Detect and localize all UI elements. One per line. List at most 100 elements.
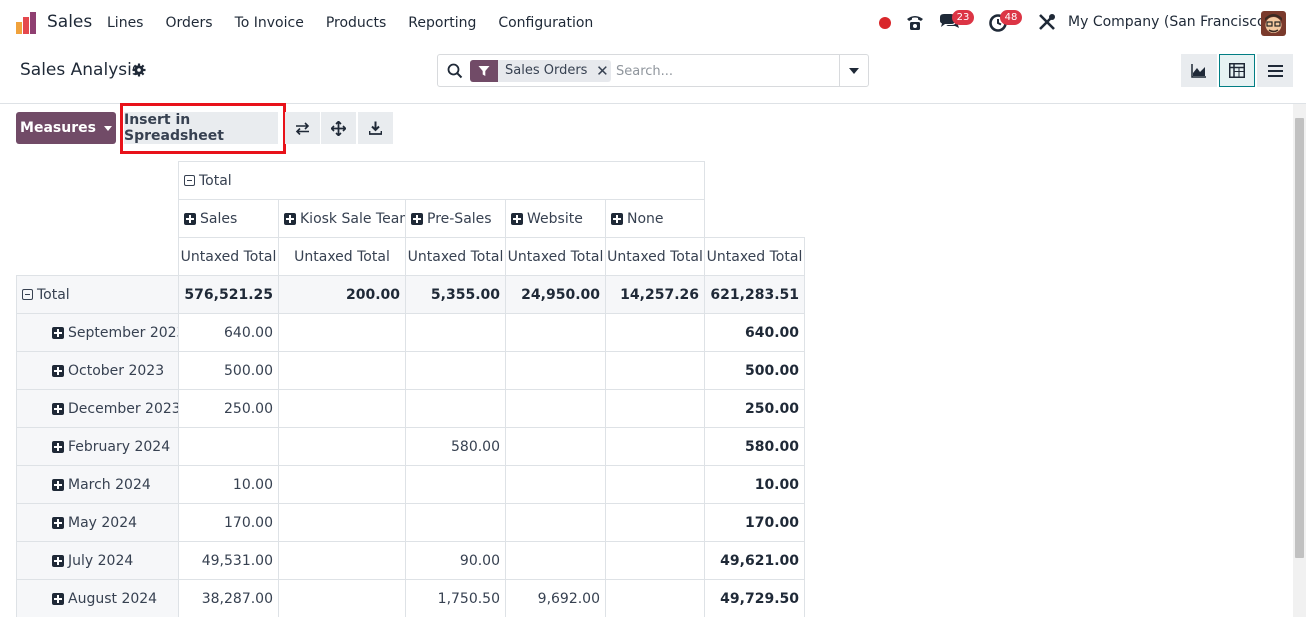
row-total-cell[interactable]: 170.00	[704, 503, 805, 542]
value-cell[interactable]	[505, 389, 606, 428]
row-total-cell[interactable]: 49,621.00	[704, 541, 805, 580]
list-view-button[interactable]	[1257, 54, 1293, 87]
value-cell[interactable]	[278, 427, 406, 466]
value-cell[interactable]	[505, 427, 606, 466]
value-cell[interactable]	[278, 465, 406, 504]
value-cell[interactable]	[278, 389, 406, 428]
value-cell[interactable]	[605, 503, 705, 542]
value-cell[interactable]: 49,531.00	[178, 541, 279, 580]
row-total-cell[interactable]: 10.00	[704, 465, 805, 504]
measures-button[interactable]: Measures	[16, 112, 116, 144]
col-header-sales[interactable]: Sales	[178, 199, 279, 238]
value-cell[interactable]	[605, 427, 705, 466]
debug-tools-icon[interactable]	[1036, 11, 1058, 33]
total-cell[interactable]: 200.00	[278, 275, 406, 314]
menu-reporting[interactable]: Reporting	[408, 15, 477, 31]
value-cell[interactable]	[278, 351, 406, 390]
search-input[interactable]	[616, 61, 836, 81]
row-header[interactable]: July 2024	[16, 541, 179, 580]
measure-header[interactable]: Untaxed Total	[704, 237, 805, 276]
value-cell[interactable]	[505, 465, 606, 504]
measure-header[interactable]: Untaxed Total	[178, 237, 279, 276]
messages-icon[interactable]	[938, 11, 960, 33]
row-header[interactable]: August 2024	[16, 579, 179, 617]
facet-remove-icon[interactable]: ✕	[596, 62, 609, 80]
value-cell[interactable]	[505, 541, 606, 580]
col-header-website[interactable]: Website	[505, 199, 606, 238]
row-header[interactable]: May 2024	[16, 503, 179, 542]
recording-indicator-icon[interactable]	[879, 17, 891, 29]
row-header[interactable]: February 2024	[16, 427, 179, 466]
value-cell[interactable]: 170.00	[178, 503, 279, 542]
col-header-total[interactable]: Total	[178, 161, 705, 200]
row-header-total[interactable]: Total	[16, 275, 179, 314]
row-header[interactable]: March 2024	[16, 465, 179, 504]
download-button[interactable]	[358, 112, 393, 144]
search-icon[interactable]	[447, 63, 463, 79]
col-header-pre-sales[interactable]: Pre-Sales	[405, 199, 506, 238]
vertical-scrollbar[interactable]	[1293, 104, 1306, 617]
value-cell[interactable]: 10.00	[178, 465, 279, 504]
value-cell[interactable]: 500.00	[178, 351, 279, 390]
row-header[interactable]: September 2023	[16, 313, 179, 352]
value-cell[interactable]	[605, 313, 705, 352]
value-cell[interactable]	[605, 351, 705, 390]
sales-app-icon[interactable]	[16, 12, 38, 34]
value-cell[interactable]	[278, 313, 406, 352]
menu-products[interactable]: Products	[325, 15, 387, 31]
expand-all-button[interactable]	[321, 112, 356, 144]
value-cell[interactable]: 1,750.50	[405, 579, 506, 617]
value-cell[interactable]	[605, 389, 705, 428]
scrollbar-thumb[interactable]	[1295, 118, 1304, 558]
insert-in-spreadsheet-button[interactable]: Insert in Spreadsheet	[124, 112, 278, 144]
total-cell[interactable]: 24,950.00	[505, 275, 606, 314]
value-cell[interactable]	[405, 351, 506, 390]
gear-icon[interactable]	[132, 63, 146, 77]
value-cell[interactable]: 9,692.00	[505, 579, 606, 617]
value-cell[interactable]	[278, 579, 406, 617]
value-cell[interactable]	[405, 503, 506, 542]
measure-header[interactable]: Untaxed Total	[278, 237, 406, 276]
measure-header[interactable]: Untaxed Total	[505, 237, 606, 276]
row-total-cell[interactable]: 500.00	[704, 351, 805, 390]
col-header-none[interactable]: None	[605, 199, 705, 238]
flip-axis-button[interactable]	[285, 112, 320, 144]
pivot-view-button[interactable]	[1219, 54, 1255, 87]
value-cell[interactable]: 640.00	[178, 313, 279, 352]
value-cell[interactable]	[405, 465, 506, 504]
col-header-kiosk-sale-team[interactable]: Kiosk Sale Team	[278, 199, 406, 238]
measure-header[interactable]: Untaxed Total	[405, 237, 506, 276]
value-cell[interactable]: 38,287.00	[178, 579, 279, 617]
app-name[interactable]: Sales	[47, 12, 93, 32]
value-cell[interactable]: 90.00	[405, 541, 506, 580]
total-cell[interactable]: 5,355.00	[405, 275, 506, 314]
value-cell[interactable]	[405, 313, 506, 352]
value-cell[interactable]	[505, 313, 606, 352]
value-cell[interactable]	[505, 351, 606, 390]
row-total-cell[interactable]: 250.00	[704, 389, 805, 428]
value-cell[interactable]: 250.00	[178, 389, 279, 428]
row-header[interactable]: December 2023	[16, 389, 179, 428]
value-cell[interactable]	[505, 503, 606, 542]
search-options-toggle[interactable]	[839, 55, 868, 86]
value-cell[interactable]: 580.00	[405, 427, 506, 466]
company-switcher[interactable]: My Company (San Francisco)	[1068, 14, 1271, 30]
user-avatar[interactable]	[1261, 11, 1286, 36]
total-cell[interactable]: 576,521.25	[178, 275, 279, 314]
row-header[interactable]: October 2023	[16, 351, 179, 390]
menu-configuration[interactable]: Configuration	[498, 15, 594, 31]
value-cell[interactable]	[278, 503, 406, 542]
row-total-cell[interactable]: 640.00	[704, 313, 805, 352]
grand-total-cell[interactable]: 621,283.51	[704, 275, 805, 314]
menu-orders[interactable]: Orders	[165, 15, 213, 31]
value-cell[interactable]	[605, 579, 705, 617]
value-cell[interactable]	[178, 427, 279, 466]
phone-icon[interactable]	[904, 11, 926, 33]
menu-lines[interactable]: Lines	[107, 15, 144, 31]
row-total-cell[interactable]: 580.00	[704, 427, 805, 466]
value-cell[interactable]	[605, 541, 705, 580]
graph-view-button[interactable]	[1181, 54, 1217, 87]
row-total-cell[interactable]: 49,729.50	[704, 579, 805, 617]
menu-to-invoice[interactable]: To Invoice	[234, 15, 304, 31]
total-cell[interactable]: 14,257.26	[605, 275, 705, 314]
